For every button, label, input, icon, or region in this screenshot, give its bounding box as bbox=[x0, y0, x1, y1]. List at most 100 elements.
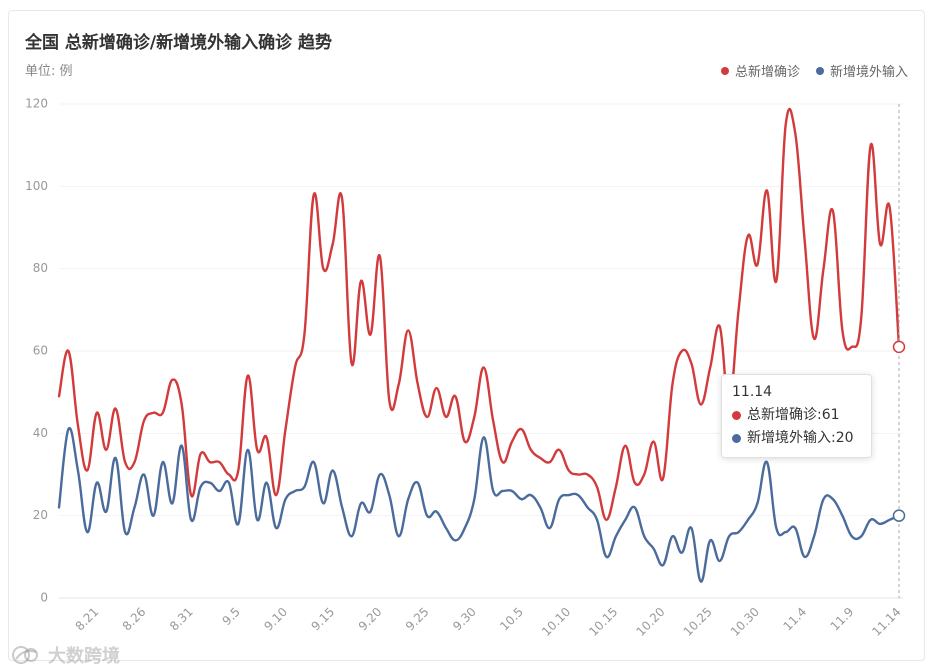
data-point-imported[interactable] bbox=[507, 486, 517, 496]
data-point-total-confirmed[interactable] bbox=[554, 445, 564, 455]
data-point-total-confirmed[interactable] bbox=[809, 334, 819, 344]
data-point-total-confirmed[interactable] bbox=[611, 482, 621, 492]
data-point-imported[interactable] bbox=[469, 494, 479, 504]
data-point-imported[interactable] bbox=[158, 457, 168, 467]
data-point-imported[interactable] bbox=[847, 531, 857, 541]
data-point-imported[interactable] bbox=[818, 494, 828, 504]
data-point-imported[interactable] bbox=[432, 507, 442, 517]
data-point-total-confirmed[interactable] bbox=[649, 437, 659, 447]
data-point-imported[interactable] bbox=[299, 482, 309, 492]
data-point-total-confirmed[interactable] bbox=[290, 362, 300, 372]
data-point-total-confirmed[interactable] bbox=[705, 362, 715, 372]
data-point-imported[interactable] bbox=[413, 478, 423, 488]
data-point-total-confirmed[interactable] bbox=[413, 379, 423, 389]
data-point-imported[interactable] bbox=[148, 511, 158, 521]
data-point-total-confirmed[interactable] bbox=[781, 120, 791, 130]
data-point-imported[interactable] bbox=[271, 523, 281, 533]
data-point-imported[interactable] bbox=[290, 486, 300, 496]
data-point-imported[interactable] bbox=[196, 482, 206, 492]
data-point-total-confirmed[interactable] bbox=[403, 325, 413, 335]
data-point-imported[interactable] bbox=[337, 502, 347, 512]
data-point-imported[interactable] bbox=[92, 478, 102, 488]
data-point-total-confirmed[interactable] bbox=[573, 470, 583, 480]
data-point-total-confirmed[interactable] bbox=[214, 457, 224, 467]
data-point-imported[interactable] bbox=[356, 498, 366, 508]
data-point-imported[interactable] bbox=[667, 531, 677, 541]
data-point-total-confirmed[interactable] bbox=[158, 408, 168, 418]
data-point-imported[interactable] bbox=[724, 531, 734, 541]
data-point-total-confirmed[interactable] bbox=[167, 375, 177, 385]
data-point-total-confirmed[interactable] bbox=[460, 437, 470, 447]
data-point-total-confirmed[interactable] bbox=[601, 515, 611, 525]
data-point-total-confirmed[interactable] bbox=[620, 441, 630, 451]
data-point-imported[interactable] bbox=[771, 523, 781, 533]
data-point-total-confirmed[interactable] bbox=[686, 358, 696, 368]
data-point-total-confirmed[interactable] bbox=[347, 358, 357, 368]
data-point-total-confirmed[interactable] bbox=[507, 437, 517, 447]
data-point-total-confirmed[interactable] bbox=[583, 470, 593, 480]
data-point-imported[interactable] bbox=[545, 523, 555, 533]
legend-item-total-confirmed[interactable]: 总新增确诊 bbox=[720, 61, 800, 80]
data-point-imported[interactable] bbox=[601, 552, 611, 562]
data-point-total-confirmed[interactable] bbox=[743, 231, 753, 241]
data-point-imported[interactable] bbox=[630, 502, 640, 512]
data-point-imported[interactable] bbox=[592, 515, 602, 525]
data-point-total-confirmed[interactable] bbox=[130, 457, 140, 467]
data-point-total-confirmed[interactable] bbox=[639, 470, 649, 480]
data-point-total-confirmed[interactable] bbox=[658, 474, 668, 484]
data-point-total-confirmed[interactable] bbox=[790, 128, 800, 138]
data-point-imported[interactable] bbox=[139, 470, 149, 480]
data-point-imported[interactable] bbox=[479, 432, 489, 442]
data-point-total-confirmed[interactable] bbox=[894, 342, 904, 352]
data-point-total-confirmed[interactable] bbox=[545, 457, 555, 467]
data-point-imported[interactable] bbox=[394, 531, 404, 541]
data-point-imported[interactable] bbox=[384, 490, 394, 500]
data-point-total-confirmed[interactable] bbox=[82, 465, 92, 475]
data-point-total-confirmed[interactable] bbox=[186, 490, 196, 500]
data-point-imported[interactable] bbox=[696, 577, 706, 587]
data-point-total-confirmed[interactable] bbox=[526, 445, 536, 455]
data-point-total-confirmed[interactable] bbox=[196, 449, 206, 459]
data-point-total-confirmed[interactable] bbox=[866, 140, 876, 150]
data-point-total-confirmed[interactable] bbox=[375, 251, 385, 261]
data-point-imported[interactable] bbox=[564, 490, 574, 500]
data-point-imported[interactable] bbox=[894, 511, 904, 521]
data-point-imported[interactable] bbox=[781, 527, 791, 537]
data-point-total-confirmed[interactable] bbox=[441, 412, 451, 422]
data-point-imported[interactable] bbox=[875, 519, 885, 529]
data-point-imported[interactable] bbox=[375, 470, 385, 480]
data-point-imported[interactable] bbox=[111, 453, 121, 463]
data-point-imported[interactable] bbox=[639, 531, 649, 541]
data-point-imported[interactable] bbox=[649, 544, 659, 554]
data-point-imported[interactable] bbox=[214, 486, 224, 496]
legend-item-imported[interactable]: 新增境外输入 bbox=[815, 61, 908, 80]
data-point-total-confirmed[interactable] bbox=[479, 362, 489, 372]
data-point-total-confirmed[interactable] bbox=[422, 412, 432, 422]
data-point-total-confirmed[interactable] bbox=[309, 190, 319, 200]
data-point-total-confirmed[interactable] bbox=[356, 276, 366, 286]
data-point-imported[interactable] bbox=[252, 515, 262, 525]
data-point-total-confirmed[interactable] bbox=[233, 465, 243, 475]
data-point-total-confirmed[interactable] bbox=[734, 305, 744, 315]
data-point-total-confirmed[interactable] bbox=[837, 325, 847, 335]
data-point-imported[interactable] bbox=[856, 531, 866, 541]
data-point-imported[interactable] bbox=[790, 523, 800, 533]
data-point-imported[interactable] bbox=[101, 507, 111, 517]
data-point-total-confirmed[interactable] bbox=[516, 424, 526, 434]
data-point-imported[interactable] bbox=[488, 486, 498, 496]
data-point-imported[interactable] bbox=[365, 507, 375, 517]
data-point-imported[interactable] bbox=[611, 531, 621, 541]
data-point-imported[interactable] bbox=[347, 531, 357, 541]
data-point-total-confirmed[interactable] bbox=[885, 202, 895, 212]
data-point-total-confirmed[interactable] bbox=[92, 408, 102, 418]
data-point-total-confirmed[interactable] bbox=[667, 379, 677, 389]
data-point-imported[interactable] bbox=[828, 494, 838, 504]
data-point-total-confirmed[interactable] bbox=[696, 400, 706, 410]
data-point-total-confirmed[interactable] bbox=[432, 383, 442, 393]
data-point-total-confirmed[interactable] bbox=[101, 445, 111, 455]
data-point-total-confirmed[interactable] bbox=[762, 185, 772, 195]
data-point-imported[interactable] bbox=[328, 465, 338, 475]
data-point-imported[interactable] bbox=[715, 556, 725, 566]
data-point-imported[interactable] bbox=[658, 560, 668, 570]
data-point-total-confirmed[interactable] bbox=[875, 239, 885, 249]
